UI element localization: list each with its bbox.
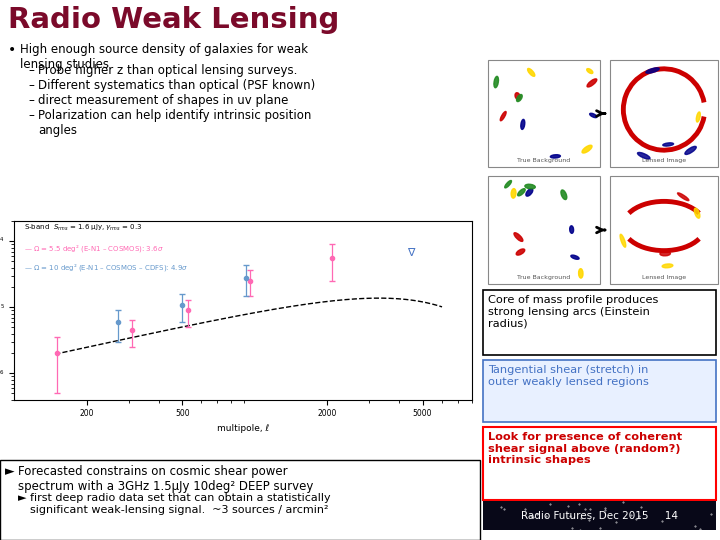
Text: Tangential shear (stretch) in
outer weakly lensed regions: Tangential shear (stretch) in outer weak…: [488, 365, 649, 387]
Ellipse shape: [678, 193, 689, 201]
Ellipse shape: [528, 69, 535, 76]
FancyBboxPatch shape: [0, 460, 480, 540]
Ellipse shape: [587, 79, 597, 87]
Ellipse shape: [571, 255, 579, 259]
Text: Forecasted constrains on cosmic shear power
spectrum with a 3GHz 1.5μJy 10deg² D: Forecasted constrains on cosmic shear po…: [18, 465, 313, 493]
Text: — $\Omega$ = 10 deg² (E-N1 – COSMOS – CDFS): 4.9$\sigma$: — $\Omega$ = 10 deg² (E-N1 – COSMOS – CD…: [24, 262, 188, 273]
Circle shape: [636, 81, 693, 138]
Ellipse shape: [511, 188, 516, 198]
Ellipse shape: [550, 154, 560, 158]
Ellipse shape: [515, 93, 520, 100]
Text: Different systematics than optical (PSF known): Different systematics than optical (PSF …: [38, 79, 315, 92]
Text: first deep radio data set that can obtain a statistically
significant weak-lensi: first deep radio data set that can obtai…: [30, 493, 330, 515]
Ellipse shape: [582, 145, 592, 153]
Ellipse shape: [660, 252, 670, 256]
Ellipse shape: [662, 264, 673, 268]
Text: •: •: [8, 43, 17, 57]
Ellipse shape: [494, 76, 498, 87]
FancyBboxPatch shape: [483, 501, 716, 530]
Ellipse shape: [516, 94, 522, 102]
FancyBboxPatch shape: [488, 60, 600, 167]
X-axis label: multipole, ℓ: multipole, ℓ: [217, 424, 269, 433]
Ellipse shape: [500, 111, 506, 121]
FancyBboxPatch shape: [610, 176, 718, 284]
Ellipse shape: [694, 208, 700, 218]
Text: Probe higher z than optical lensing surveys.: Probe higher z than optical lensing surv…: [38, 64, 297, 77]
Text: Polarization can help identify intrinsic position
angles: Polarization can help identify intrinsic…: [38, 109, 311, 137]
Text: Lensed Image: Lensed Image: [642, 158, 686, 163]
FancyBboxPatch shape: [483, 360, 716, 422]
Text: Look for presence of coherent
shear signal above (random?)
intrinsic shapes: Look for presence of coherent shear sign…: [488, 432, 682, 465]
Text: $\nabla$: $\nabla$: [407, 246, 416, 258]
Ellipse shape: [590, 113, 597, 118]
Ellipse shape: [561, 190, 567, 200]
FancyBboxPatch shape: [610, 60, 718, 167]
Ellipse shape: [514, 233, 523, 241]
Ellipse shape: [637, 152, 650, 159]
Ellipse shape: [646, 68, 660, 73]
Ellipse shape: [687, 103, 690, 115]
Ellipse shape: [587, 69, 593, 73]
Text: –: –: [28, 94, 34, 107]
Ellipse shape: [579, 269, 583, 278]
Text: –: –: [28, 109, 34, 122]
Text: Radio Futures, Dec 2015     14: Radio Futures, Dec 2015 14: [521, 511, 678, 521]
Ellipse shape: [505, 180, 511, 188]
Text: ►: ►: [18, 493, 27, 503]
Ellipse shape: [570, 226, 574, 233]
FancyBboxPatch shape: [483, 290, 716, 355]
Ellipse shape: [696, 112, 701, 122]
Text: Lensed Image: Lensed Image: [642, 275, 686, 280]
Ellipse shape: [518, 188, 525, 196]
Text: direct measurement of shapes in uv plane: direct measurement of shapes in uv plane: [38, 94, 289, 107]
Ellipse shape: [521, 119, 525, 130]
Text: Core of mass profile produces
strong lensing arcs (Einstein
radius): Core of mass profile produces strong len…: [488, 295, 658, 328]
Ellipse shape: [526, 188, 533, 196]
Ellipse shape: [620, 234, 626, 247]
Text: –: –: [28, 64, 34, 77]
Ellipse shape: [516, 249, 525, 255]
Text: ►: ►: [5, 465, 14, 478]
Text: S-band  $S_{rms}$ = 1.6 μJy, $\gamma_{rms}$ = 0.3: S-band $S_{rms}$ = 1.6 μJy, $\gamma_{rms…: [24, 223, 142, 233]
Text: –: –: [28, 79, 34, 92]
Text: — $\Omega$ = 5.5 deg² (E-N1 – COSMOS): 3.6$\sigma$: — $\Omega$ = 5.5 deg² (E-N1 – COSMOS): 3…: [24, 243, 163, 254]
Ellipse shape: [685, 146, 696, 154]
Ellipse shape: [525, 184, 535, 189]
Text: Radio Weak Lensing: Radio Weak Lensing: [8, 6, 339, 34]
FancyBboxPatch shape: [488, 176, 600, 284]
Ellipse shape: [642, 88, 651, 96]
Text: True Background: True Background: [518, 275, 571, 280]
Ellipse shape: [663, 143, 674, 146]
Text: True Background: True Background: [518, 158, 571, 163]
Text: High enough source density of galaxies for weak
lensing studies: High enough source density of galaxies f…: [20, 43, 308, 71]
FancyBboxPatch shape: [483, 427, 716, 500]
